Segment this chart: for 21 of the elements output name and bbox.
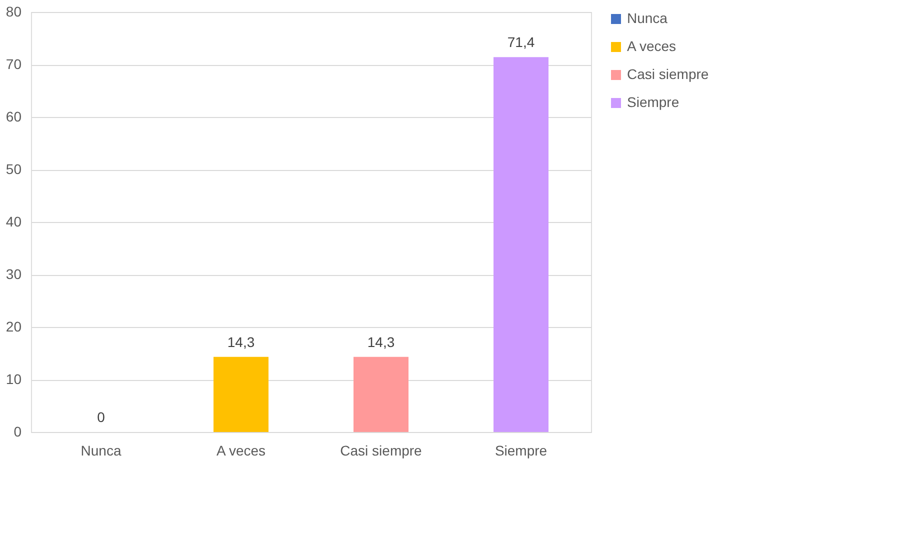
legend-label: A veces bbox=[627, 38, 676, 54]
x-tick-label: Casi siempre bbox=[340, 442, 422, 458]
data-label: 71,4 bbox=[507, 34, 535, 50]
x-tick-label: A veces bbox=[216, 442, 266, 458]
y-tick-label: 40 bbox=[6, 214, 22, 230]
data-label: 0 bbox=[97, 409, 106, 425]
data-label: 14,3 bbox=[367, 334, 395, 350]
y-tick-label: 80 bbox=[6, 4, 22, 20]
legend-label: Casi siempre bbox=[627, 66, 709, 82]
y-tick-label: 50 bbox=[6, 161, 22, 177]
y-tick-label: 0 bbox=[14, 424, 22, 440]
y-tick-label: 20 bbox=[6, 318, 22, 334]
y-tick-label: 30 bbox=[6, 266, 22, 282]
x-tick-label: Nunca bbox=[80, 442, 122, 458]
data-label: 14,3 bbox=[227, 334, 255, 350]
legend-label: Nunca bbox=[627, 10, 668, 26]
y-tick-label: 60 bbox=[6, 108, 22, 124]
y-tick-label: 70 bbox=[6, 56, 22, 72]
y-tick-label: 10 bbox=[6, 371, 22, 387]
legend-label: Siempre bbox=[627, 94, 680, 110]
x-tick-label: Siempre bbox=[494, 442, 548, 458]
